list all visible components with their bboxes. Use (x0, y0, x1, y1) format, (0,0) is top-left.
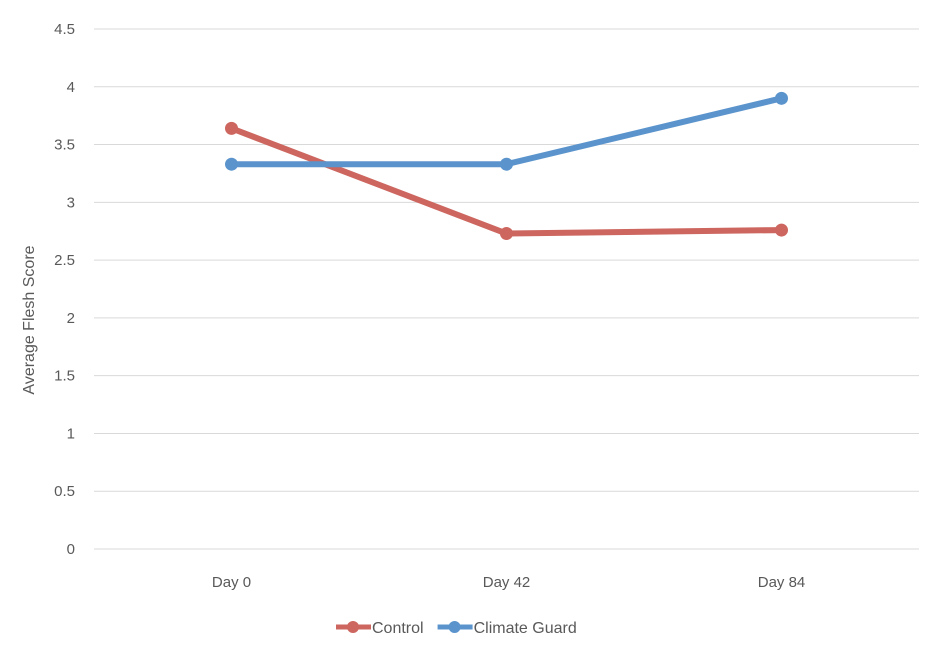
y-axis-ticks: 0 0.5 1 1.5 2 2.5 3 3.5 4 4.5 (54, 21, 75, 558)
y-tick-label: 0.5 (54, 483, 75, 500)
series-control (225, 121, 788, 241)
legend-item: Control (336, 620, 424, 637)
y-tick-label: 2 (67, 310, 75, 327)
legend-marker (347, 621, 359, 633)
data-point (500, 227, 513, 241)
y-tick-label: 2.5 (54, 252, 75, 269)
data-point (225, 157, 238, 171)
data-point (775, 223, 788, 237)
legend: Control Climate Guard (336, 620, 577, 637)
y-tick-label: 3 (67, 194, 75, 211)
legend-label: Control (372, 620, 424, 637)
y-tick-label: 3.5 (54, 137, 75, 154)
y-tick-label: 1.5 (54, 368, 75, 385)
y-axis-title: Average Flesh Score (21, 245, 38, 394)
x-tick-label: Day 84 (758, 574, 806, 591)
x-tick-label: Day 0 (212, 574, 251, 591)
y-tick-label: 0 (67, 541, 75, 558)
x-tick-label: Day 42 (483, 574, 531, 591)
y-tick-label: 4.5 (54, 21, 75, 38)
data-point (225, 121, 238, 135)
y-tick-label: 4 (67, 79, 75, 96)
series-climate-guard (225, 91, 788, 171)
legend-marker (448, 621, 461, 633)
data-point (500, 157, 513, 171)
x-axis-ticks: Day 0 Day 42 Day 84 (212, 574, 805, 591)
legend-label: Climate Guard (474, 620, 577, 637)
data-point (775, 91, 788, 105)
y-tick-label: 1 (67, 425, 75, 442)
series-line (228, 95, 785, 168)
gridlines (94, 28, 919, 550)
series-lines (225, 91, 788, 241)
legend-item: Climate Guard (437, 620, 577, 637)
